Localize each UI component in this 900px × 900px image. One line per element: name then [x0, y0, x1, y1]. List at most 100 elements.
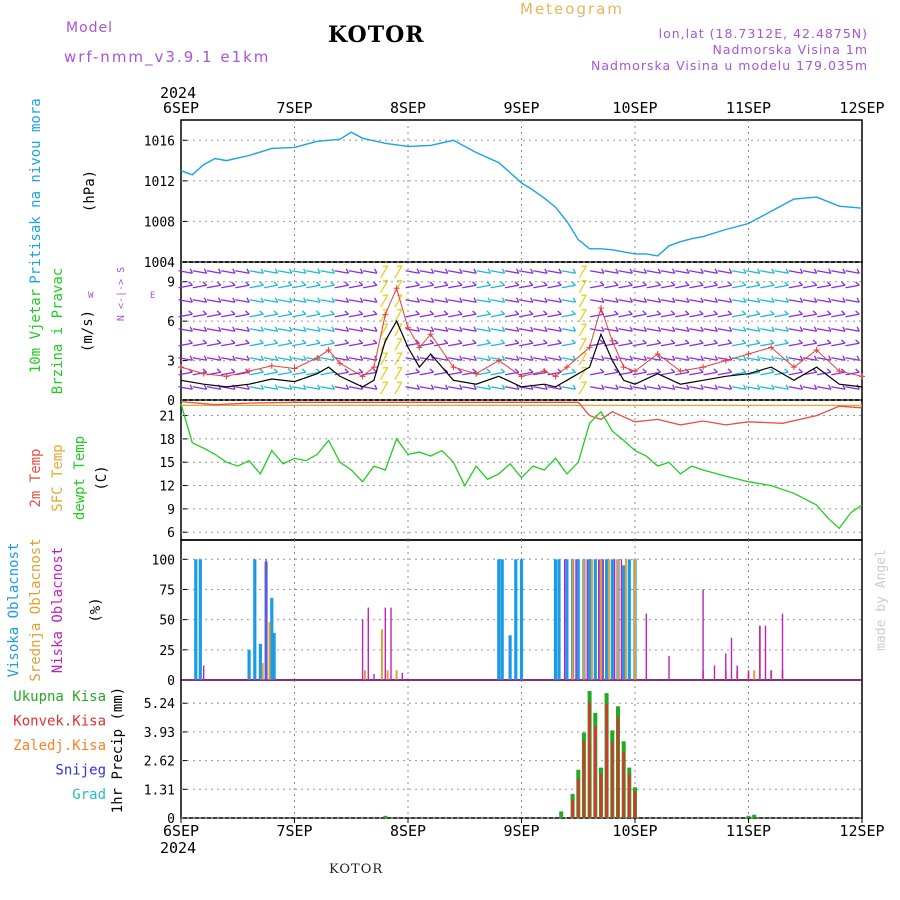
precip-total-bar: [752, 814, 757, 818]
pressure-line: [180, 131, 863, 257]
precip-convective-bar: [616, 717, 620, 818]
wind-barb-shaft: [717, 313, 732, 318]
wind-barb: [774, 384, 789, 390]
wind-barb-shaft: [320, 357, 335, 361]
wind-barb-shaft: [675, 313, 690, 318]
wind-barb-flag: [557, 310, 562, 315]
wind-barb-shaft: [632, 299, 647, 303]
wind-barb: [802, 310, 818, 318]
top-year-label: 2024: [160, 84, 196, 102]
wind-barb: [632, 281, 647, 289]
wind-barb-shaft: [206, 386, 221, 390]
wind-barb-shaft: [306, 299, 321, 303]
wind-barb-shaft: [291, 299, 307, 303]
wind-barb-shaft: [419, 313, 434, 318]
wind-barb: [589, 268, 605, 274]
wind-gust-marker: [518, 373, 525, 380]
wind-barb: [433, 310, 449, 318]
wind-barb: [561, 368, 576, 376]
wind-barb-shaft: [433, 371, 448, 376]
wind-barb-shaft: [703, 270, 718, 274]
wind-barb-shaft: [646, 342, 661, 347]
wind-barb-flag: [459, 268, 463, 274]
wind-barb-shaft: [462, 313, 477, 318]
wind-barb: [419, 310, 435, 318]
wind-barb-flag: [232, 268, 236, 274]
wind-barb: [405, 268, 420, 274]
wind-barb: [689, 310, 704, 318]
wind-barb: [731, 281, 747, 289]
wind-barb-flag: [202, 339, 208, 344]
wind-barb-flag: [415, 368, 420, 373]
wind-barb: [660, 326, 676, 332]
wind-barb: [578, 323, 587, 337]
wind-barb-shaft: [561, 342, 576, 347]
wind-barb-shaft: [802, 342, 817, 347]
wind-barb-flag: [826, 339, 832, 344]
wind-gust-marker: [813, 347, 820, 354]
wind-barb: [774, 339, 789, 347]
wind-barb-shaft: [533, 328, 548, 332]
wind-barb: [831, 326, 846, 332]
wind-barb: [380, 366, 389, 380]
wind-barb-shaft: [816, 299, 832, 303]
wind-barb: [689, 355, 704, 361]
wind-barb-flag: [742, 355, 747, 361]
cloud-low-bar: [759, 625, 761, 680]
wind-barb-flag: [232, 326, 236, 332]
wind-barb: [320, 355, 335, 361]
wind-gust-marker: [495, 357, 502, 364]
wind-barb-flag: [684, 310, 690, 315]
wind-barb: [394, 337, 403, 351]
wind-barb: [646, 368, 662, 376]
wind-barb-shaft: [221, 328, 236, 332]
wind-barb: [618, 384, 633, 390]
wind-barb: [291, 384, 307, 390]
wind-barb: [578, 265, 587, 279]
wind-barb-shaft: [277, 386, 292, 390]
wind-barb-flag: [615, 355, 619, 361]
wind-barb: [504, 310, 520, 318]
wind-barb-flag: [757, 355, 761, 361]
wind-barb-shaft: [277, 270, 292, 274]
cloud-high-bar: [514, 559, 518, 680]
wind-barb: [448, 368, 463, 376]
wind-barb-shaft: [433, 328, 448, 332]
wind-barb-shaft: [533, 342, 548, 347]
wind-barb-flag: [217, 355, 222, 361]
wind-barb-shaft: [334, 357, 349, 361]
wind-barb: [561, 326, 577, 332]
wind-barb: [604, 297, 619, 303]
pressure-tick-label: 1008: [144, 215, 175, 230]
wind-barb-flag: [487, 384, 491, 390]
wind-barb-flag: [601, 268, 605, 274]
wind-barb-shaft: [490, 371, 505, 376]
wind-barb-shaft: [717, 371, 732, 376]
wind-barb-flag: [785, 384, 789, 390]
wind-barb: [788, 268, 804, 274]
wind-barb-shaft: [362, 328, 378, 332]
wind-barb-flag: [317, 326, 321, 332]
wind-barb-flag: [771, 297, 775, 303]
wind-barb: [235, 297, 250, 303]
wind-barb-shaft: [221, 371, 236, 376]
wind-barb: [476, 384, 491, 390]
wind-barb-shaft: [348, 313, 363, 318]
wind-barb-shaft: [646, 270, 661, 274]
wind-barb-flag: [273, 310, 279, 315]
wind-barb-shaft: [646, 328, 661, 332]
wind-barb-shaft: [320, 299, 335, 303]
wind-barb: [604, 384, 619, 390]
wind-barb: [448, 297, 463, 303]
wind-barb-flag: [473, 297, 477, 303]
wind-barb-shaft: [291, 284, 307, 289]
wind-barb-shaft: [362, 299, 378, 303]
wind-barb-shaft: [717, 270, 732, 274]
wind-barb: [717, 384, 733, 390]
wind-barb: [831, 310, 846, 318]
wind-barb: [561, 384, 577, 390]
wind-barb-flag: [813, 268, 818, 274]
wind-barb: [845, 355, 860, 361]
wind-barb-flag: [203, 268, 208, 274]
wind-barb-shaft: [774, 328, 789, 332]
